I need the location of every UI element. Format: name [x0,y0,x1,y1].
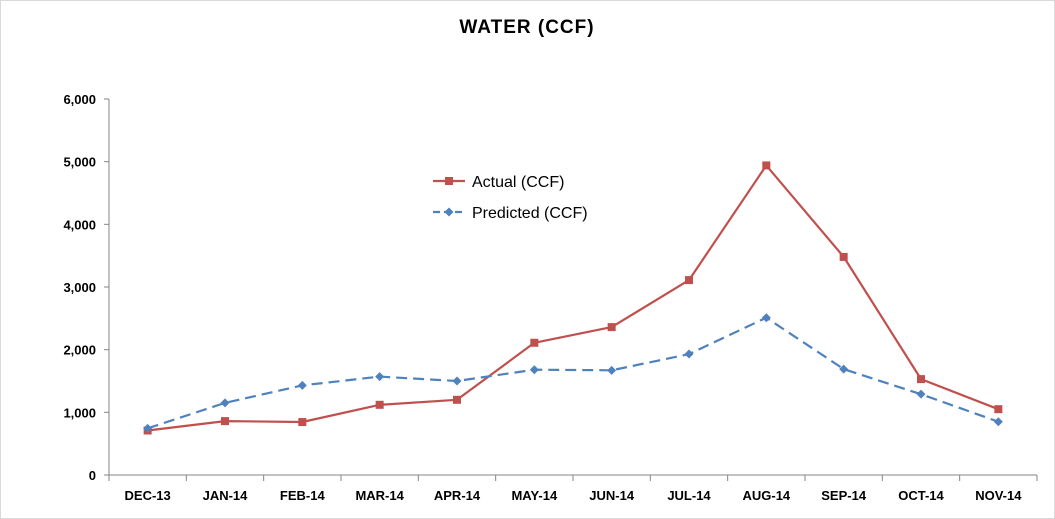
y-tick-label: 2,000 [63,343,96,358]
x-tick-label: JUL-14 [667,488,711,503]
x-tick-label: SEP-14 [821,488,867,503]
data-point [839,252,848,261]
data-point [684,349,694,359]
data-point [839,364,849,374]
legend-marker [444,207,454,217]
y-tick-label: 0 [89,468,96,483]
data-point [375,400,384,409]
y-tick-label: 1,000 [63,405,96,420]
y-tick-label: 6,000 [63,92,96,107]
legend-marker [445,177,453,185]
data-point [607,323,616,332]
series-layer [143,161,1003,435]
y-tick-label: 3,000 [63,280,96,295]
legend: Actual (CCF) Predicted (CCF) [433,174,588,222]
data-point [297,380,307,390]
data-point [916,389,926,399]
data-point [607,365,617,375]
data-point [529,365,539,375]
series-line [147,164,999,432]
chart-title: WATER (CCF) [459,17,594,38]
x-tick-label: MAR-14 [355,488,404,503]
x-tick-label: MAY-14 [511,488,558,503]
series-line [147,316,999,430]
data-point [762,161,771,170]
data-point [221,417,229,426]
data-point [993,417,1003,427]
data-point [143,423,153,433]
data-point [298,418,307,427]
x-tick-label: APR-14 [434,488,481,503]
legend-item: Actual (CCF) [433,174,564,191]
x-tick-label: NOV-14 [975,488,1022,503]
series-actual [143,161,1003,435]
data-point [452,376,462,386]
legend-label: Predicted (CCF) [472,205,588,222]
x-tick-label: OCT-14 [898,488,944,503]
series-predicted [143,313,1003,433]
y-tick-label: 4,000 [63,217,96,232]
data-point [375,372,385,382]
data-point [220,398,230,408]
data-point [530,338,539,347]
data-point [917,375,925,384]
y-tick-label: 5,000 [63,155,96,170]
data-point [685,276,693,285]
legend-label: Actual (CCF) [472,174,564,191]
x-tick-label: FEB-14 [280,488,326,503]
data-point [761,313,771,323]
x-tick-label: JUN-14 [589,488,635,503]
x-tick-label: JAN-14 [203,488,249,503]
axes: 0 1,000 2,000 3,000 4,000 5,000 6,000 DEC-13 JAN… [63,92,1038,503]
x-tick-label: DEC-13 [125,488,171,503]
x-tick-label: AUG-14 [742,488,790,503]
data-point [453,395,461,404]
legend-item: Predicted (CCF) [433,205,588,222]
data-point [994,405,1003,414]
